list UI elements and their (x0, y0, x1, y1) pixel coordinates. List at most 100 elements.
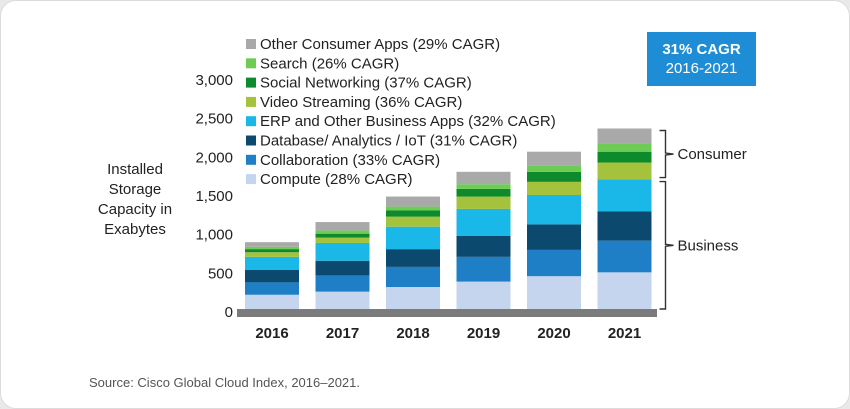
legend-label: Other Consumer Apps (29% CAGR) (260, 36, 500, 53)
bar-segment (386, 266, 440, 288)
bar-segment (245, 270, 299, 283)
x-tick-label: 2018 (396, 325, 429, 342)
legend-swatch (246, 135, 256, 146)
legend-swatch (246, 77, 256, 88)
y-tick-label: 3,000 (195, 72, 233, 89)
x-tick-label: 2016 (255, 325, 288, 342)
legend-item: Collaboration (33% CAGR) (246, 152, 440, 169)
legend-label: ERP and Other Business Apps (32% CAGR) (260, 113, 556, 130)
legend-swatch (246, 39, 256, 49)
bar-segment (386, 226, 440, 250)
bar-segment (456, 171, 511, 185)
source-note: Source: Cisco Global Cloud Index, 2016–2… (89, 375, 361, 390)
legend-label: Search (26% CAGR) (260, 55, 399, 72)
legend-label: Collaboration (33% CAGR) (260, 152, 440, 169)
bar-segment (386, 210, 440, 217)
bar-segment (456, 184, 511, 189)
legend-item: ERP and Other Business Apps (32% CAGR) (246, 113, 556, 130)
legend-item: Database/ Analytics / IoT (31% CAGR) (246, 133, 517, 150)
x-tick-label: 2021 (608, 325, 641, 342)
legend-item: Video Streaming (36% CAGR) (246, 94, 462, 111)
cagr-annotation-box: 31% CAGR 2016-2021 (647, 32, 756, 86)
bar-segment (386, 287, 440, 311)
y-tick-label: 1,500 (195, 188, 233, 205)
bar-segment (527, 151, 581, 166)
bracket (659, 180, 674, 310)
bar-segment (597, 143, 652, 152)
y-tick-label: 2,000 (195, 149, 233, 166)
bar-segment (386, 196, 440, 207)
legend-swatch (246, 58, 256, 69)
bar-segment (245, 252, 299, 257)
y-axis-label-line: Storage (108, 181, 162, 198)
bar-segment (386, 206, 440, 211)
bracket-label: Business (678, 237, 739, 254)
bar-segment (386, 216, 440, 227)
bar-segment (315, 291, 370, 311)
x-axis-baseline (237, 309, 657, 317)
bar-segment (527, 224, 581, 250)
bar-segment (527, 181, 581, 195)
bar-segment (456, 281, 511, 311)
legend-item: Social Networking (37% CAGR) (246, 75, 472, 92)
legend-swatch (246, 154, 256, 165)
y-axis-label-line: Installed (107, 161, 163, 178)
bracket (659, 129, 674, 179)
bar-segment (456, 196, 511, 209)
bar-segment (315, 230, 370, 234)
bar-segment (245, 294, 299, 311)
bar-segment (597, 151, 652, 163)
y-axis-label: Installed Storage Capacity in Exabytes (85, 160, 185, 240)
legend-swatch (246, 116, 256, 127)
bar-segment (315, 222, 370, 231)
x-tick-label: 2019 (467, 325, 500, 342)
bar-segment (315, 233, 370, 238)
bar-segment (527, 249, 581, 277)
legend-label: Database/ Analytics / IoT (31% CAGR) (260, 133, 517, 150)
bar-segment (527, 171, 581, 182)
legend-label: Social Networking (37% CAGR) (260, 75, 472, 92)
bar-segment (245, 256, 299, 271)
bar-segment (456, 256, 511, 282)
y-tick-label: 1,000 (195, 227, 233, 244)
cagr-annotation-period: 2016-2021 (665, 59, 738, 77)
bar-segment (245, 246, 299, 250)
y-tick-label: 0 (225, 304, 233, 321)
bar-segment (245, 282, 299, 295)
bar-segment (527, 276, 581, 311)
bar-segment (527, 195, 581, 225)
bar-segment (315, 275, 370, 292)
y-axis-label-line: Exabytes (104, 221, 166, 238)
y-axis-label-line: Capacity in (97, 201, 173, 218)
y-tick-label: 500 (208, 265, 233, 282)
legend-item: Compute (28% CAGR) (246, 171, 413, 188)
bar-segment (597, 272, 652, 311)
legend-item: Search (26% CAGR) (246, 55, 399, 72)
bar-segment (597, 162, 652, 180)
cagr-annotation-rate: 31% CAGR (662, 40, 741, 58)
x-tick-label: 2017 (326, 325, 359, 342)
bar-segment (597, 211, 652, 241)
bar-segment (527, 165, 581, 172)
x-tick-label: 2020 (537, 325, 570, 342)
bar-segment (597, 179, 652, 212)
bar-segment (245, 249, 299, 253)
y-tick-label: 2,500 (195, 111, 233, 128)
bar-segment (315, 260, 370, 276)
bar-segment (245, 242, 299, 247)
legend-swatch (246, 96, 256, 107)
legend-swatch (246, 174, 256, 185)
bar-segment (456, 188, 511, 197)
bar-segment (315, 242, 370, 261)
bar-segment (456, 208, 511, 236)
legend-label: Compute (28% CAGR) (260, 171, 413, 188)
legend-label: Video Streaming (36% CAGR) (260, 94, 462, 111)
legend-item: Other Consumer Apps (29% CAGR) (246, 36, 500, 53)
bar-segment (456, 235, 511, 257)
bar-segment (597, 128, 652, 144)
bar-segment (386, 249, 440, 267)
bracket-label: Consumer (678, 146, 747, 163)
bar-segment (597, 240, 652, 273)
